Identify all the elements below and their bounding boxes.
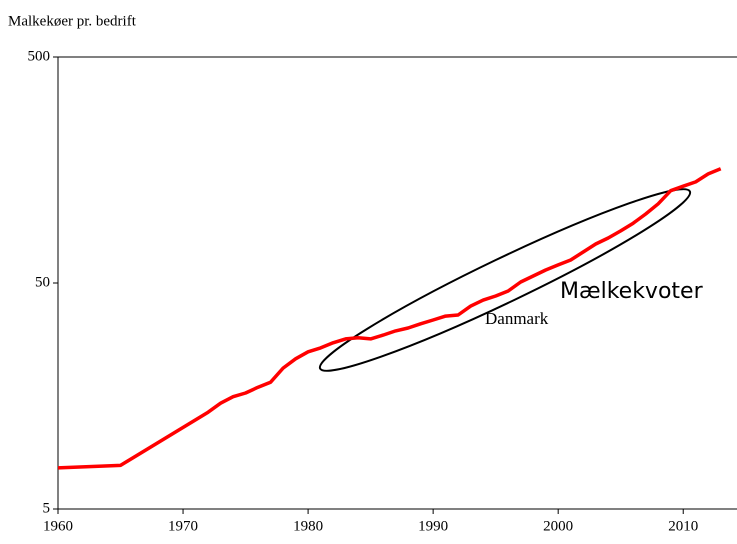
- x-tick-label: 2000: [543, 518, 573, 534]
- data-line: [57, 167, 722, 470]
- y-tick-label: 5: [43, 500, 51, 516]
- x-tick-label: 2010: [668, 518, 698, 534]
- x-tick-label: 1970: [168, 518, 198, 534]
- chart-title: Malkekøer pr. bedrift: [8, 13, 137, 29]
- annotation: Danmark: [485, 309, 549, 328]
- y-tick-label: 50: [35, 274, 50, 290]
- y-tick-label: 500: [28, 48, 51, 64]
- x-tick-label: 1990: [418, 518, 448, 534]
- highlight-ellipse: [318, 188, 692, 372]
- annotation: Mælkekvoter: [560, 279, 704, 304]
- x-tick-label: 1980: [293, 518, 323, 534]
- x-tick-label: 1960: [43, 518, 73, 534]
